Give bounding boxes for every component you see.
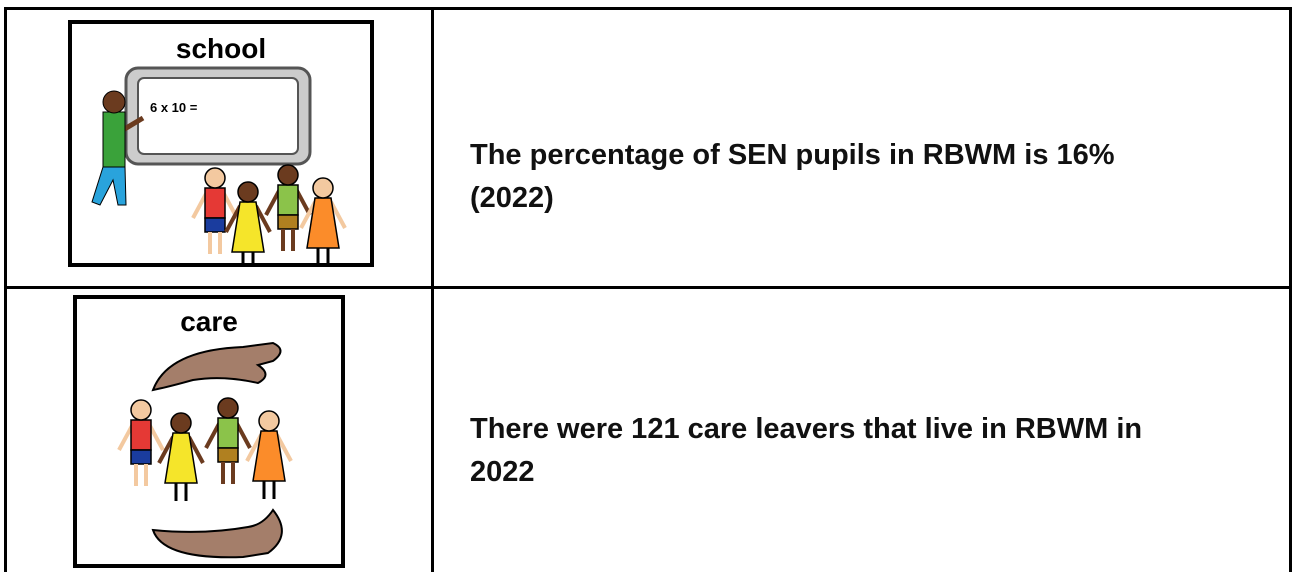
- column-divider: [431, 7, 434, 572]
- statement-line: (2022): [470, 178, 554, 218]
- shirt: [278, 185, 298, 215]
- page: school 6 x 10 = care The percentage of S…: [0, 0, 1294, 572]
- table-border: [4, 7, 7, 572]
- care-symbol: care: [73, 295, 345, 568]
- shirt: [131, 420, 151, 450]
- statement-line: 2022: [470, 452, 535, 492]
- head: [103, 91, 125, 113]
- shorts: [131, 450, 151, 464]
- shorts: [278, 215, 298, 229]
- head: [131, 400, 151, 420]
- statement-line: The percentage of SEN pupils in RBWM is …: [470, 135, 1115, 175]
- symbol-label: school: [176, 33, 266, 64]
- head: [218, 398, 238, 418]
- head: [278, 165, 298, 185]
- table-border: [1289, 7, 1292, 572]
- school-symbol: school 6 x 10 =: [68, 20, 374, 267]
- head: [205, 168, 225, 188]
- head: [313, 178, 333, 198]
- statement-line: There were 121 care leavers that live in…: [470, 409, 1142, 449]
- shirt: [218, 418, 238, 448]
- board-text: 6 x 10 =: [150, 100, 198, 115]
- head: [259, 411, 279, 431]
- symbol-label: care: [180, 306, 238, 337]
- head: [238, 182, 258, 202]
- shirt: [205, 188, 225, 218]
- table-border: [4, 7, 1292, 10]
- head: [171, 413, 191, 433]
- whiteboard: [138, 78, 298, 154]
- row-divider: [4, 286, 1292, 289]
- shirt: [103, 112, 125, 167]
- shorts: [218, 448, 238, 462]
- symbol-frame: [75, 297, 343, 566]
- shorts: [205, 218, 225, 232]
